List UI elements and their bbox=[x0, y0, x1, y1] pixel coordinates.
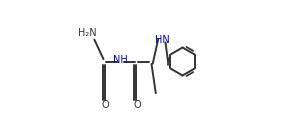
Text: NH: NH bbox=[113, 55, 128, 65]
Text: O: O bbox=[134, 100, 141, 110]
Text: HN: HN bbox=[155, 35, 170, 45]
Text: H₂N: H₂N bbox=[78, 28, 97, 38]
Text: O: O bbox=[102, 100, 110, 110]
